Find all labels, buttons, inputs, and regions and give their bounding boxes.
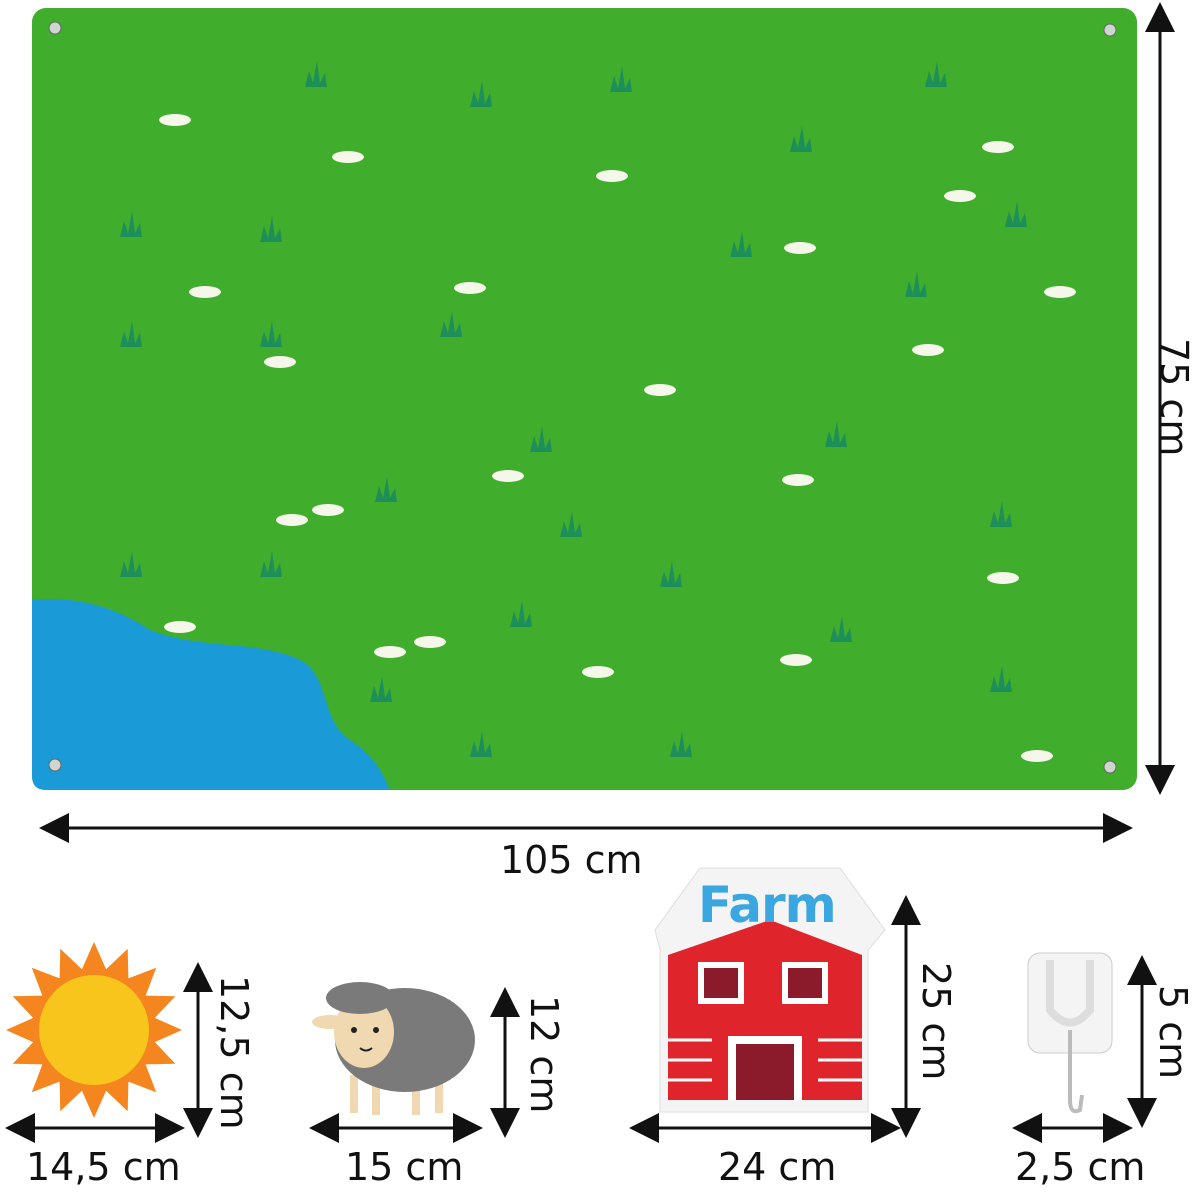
white-flowers	[159, 114, 1076, 762]
sheep-height-label: 12 cm	[522, 995, 566, 1114]
flower	[332, 151, 364, 163]
flower	[596, 170, 628, 182]
flower	[492, 470, 524, 482]
grommets	[48, 21, 1117, 774]
flower	[414, 636, 446, 648]
grass-tuft	[120, 321, 142, 347]
sheep-width-label: 15 cm	[345, 1145, 464, 1189]
flower	[1021, 750, 1053, 762]
grass-tuft	[730, 231, 752, 257]
board-height-label: 75 cm	[1152, 338, 1196, 457]
grass-tuft	[990, 501, 1012, 527]
grass-tuft	[440, 311, 462, 337]
flower	[782, 474, 814, 486]
grass-tuft	[830, 616, 852, 642]
grass-tuft	[610, 66, 632, 92]
grass-tuft	[905, 271, 927, 297]
flower	[644, 384, 676, 396]
flower	[1044, 286, 1076, 298]
flower	[454, 282, 486, 294]
board-width-label: 105 cm	[500, 838, 643, 882]
grass-tuft	[120, 211, 142, 237]
flower	[264, 356, 296, 368]
barn-height-label: 25 cm	[914, 962, 958, 1081]
hook-height-label: 5 cm	[1151, 985, 1195, 1080]
grass-tuft	[470, 81, 492, 107]
grass-tuft	[470, 731, 492, 757]
grass-tufts	[120, 61, 1027, 757]
pond	[32, 599, 390, 790]
hook-piece	[1027, 952, 1113, 1114]
flower	[780, 654, 812, 666]
grass-tuft	[670, 731, 692, 757]
flower	[784, 242, 816, 254]
barn-sign: Farm	[698, 876, 837, 934]
grass-tuft	[990, 666, 1012, 692]
hook-width-label: 2,5 cm	[1015, 1145, 1146, 1189]
grass-tuft	[370, 676, 392, 702]
grass-tuft	[120, 551, 142, 577]
flower	[276, 514, 308, 526]
grass-tuft	[260, 216, 282, 242]
flower	[944, 190, 976, 202]
barn-width-label: 24 cm	[718, 1145, 837, 1189]
flower	[374, 646, 406, 658]
grass-tuft	[305, 61, 327, 87]
flower	[982, 141, 1014, 153]
flower	[312, 504, 344, 516]
grass-tuft	[1005, 201, 1027, 227]
grass-tuft	[925, 61, 947, 87]
grass-tuft	[825, 421, 847, 447]
grass-tuft	[660, 561, 682, 587]
grass-tuft	[260, 321, 282, 347]
flower	[189, 286, 221, 298]
sun-piece	[6, 942, 182, 1118]
sun-height-label: 12,5 cm	[212, 975, 256, 1130]
flower	[912, 344, 944, 356]
sheep-piece	[312, 982, 475, 1115]
grass-tuft	[790, 126, 812, 152]
flower	[582, 666, 614, 678]
grass-tuft	[260, 551, 282, 577]
grass-tuft	[560, 511, 582, 537]
grass-tuft	[510, 601, 532, 627]
flower	[159, 114, 191, 126]
grass-tuft	[530, 426, 552, 452]
flower	[164, 621, 196, 633]
felt-board	[32, 8, 1137, 790]
grass-tuft	[375, 476, 397, 502]
barn-piece	[654, 867, 886, 1113]
flower	[987, 572, 1019, 584]
sun-width-label: 14,5 cm	[26, 1145, 181, 1189]
